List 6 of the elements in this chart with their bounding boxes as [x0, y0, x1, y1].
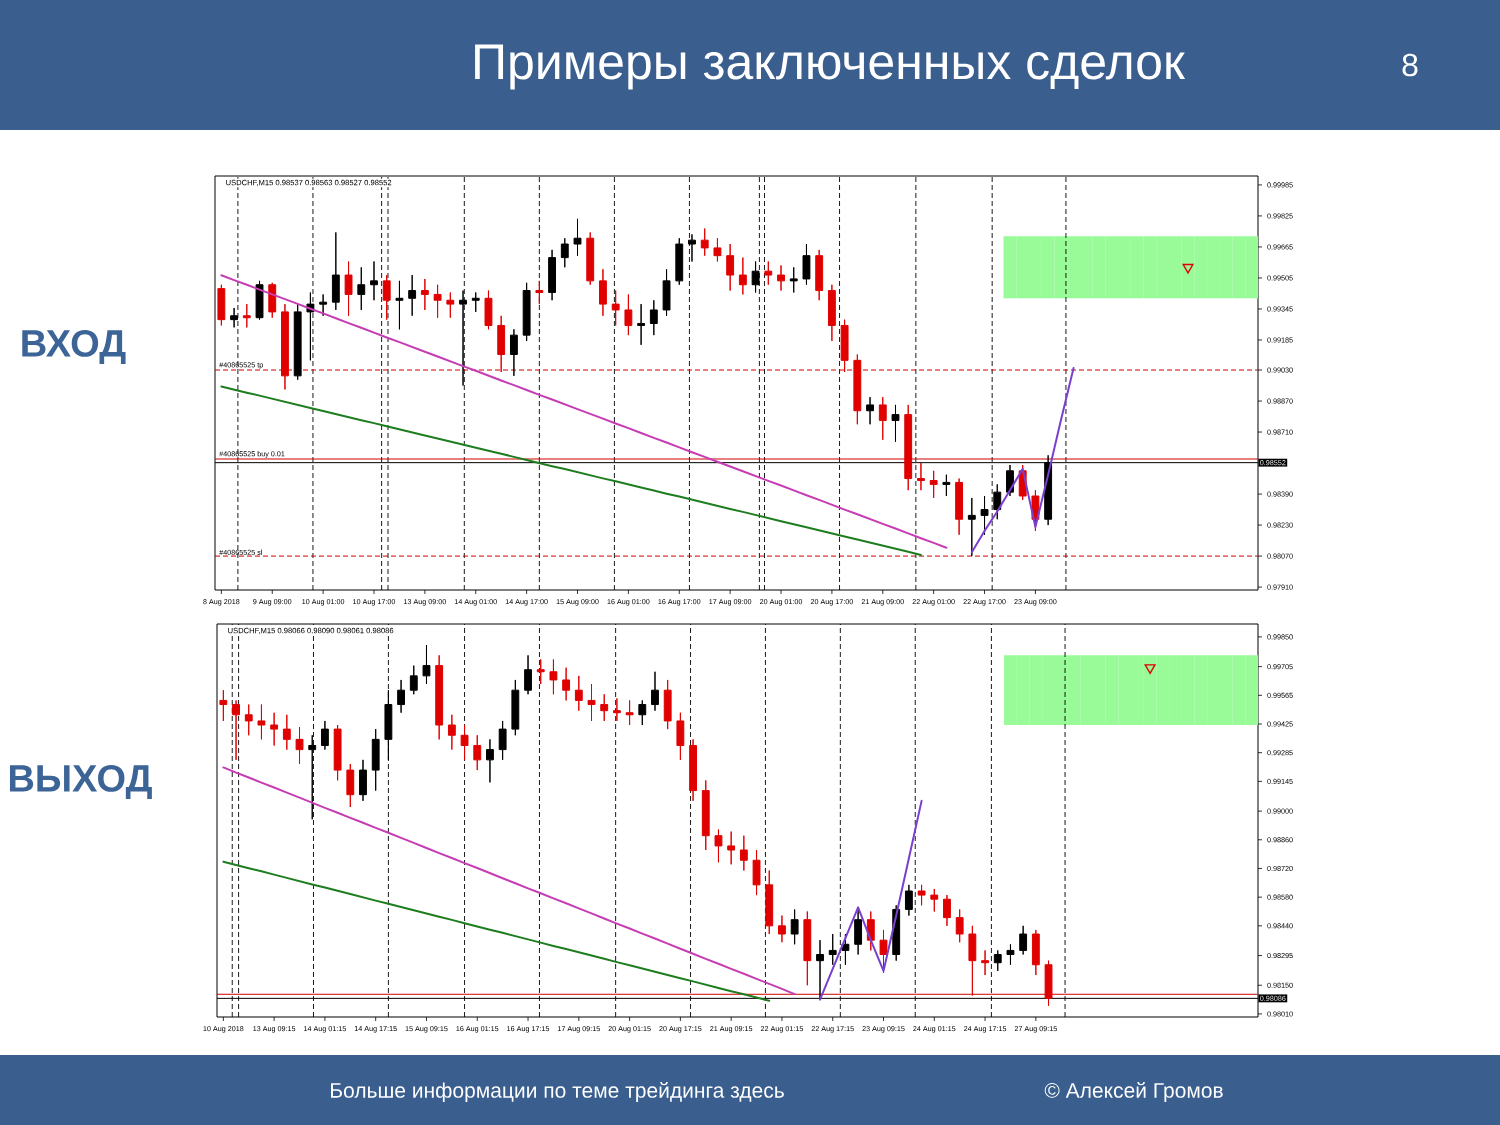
text: Больше информации по теме трейдинга здесь [331, 1082, 784, 1102]
chart-title: Примеры заключенных сделок [475, 44, 1186, 90]
text: ВЫХОД [9, 764, 152, 800]
text: © Алексей Громов [1044, 1082, 1223, 1102]
text: 8 [1402, 53, 1418, 77]
text: ВХОД [22, 329, 126, 365]
